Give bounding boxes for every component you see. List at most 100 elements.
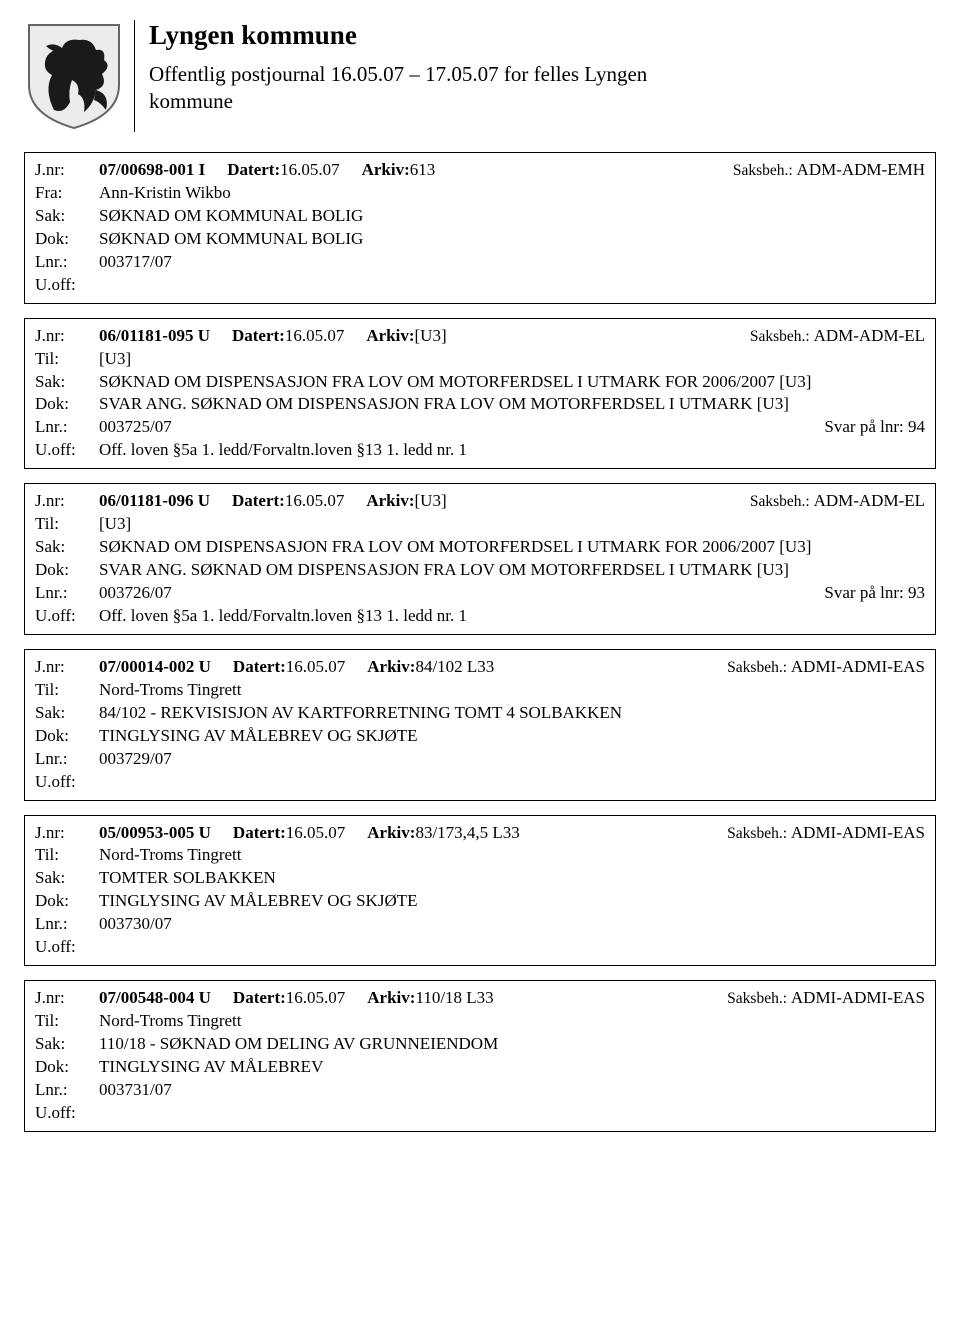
lnr-value: 003726/07 bbox=[99, 582, 172, 605]
party-label: Til: bbox=[35, 844, 99, 867]
arkiv-value: 83/173,4,5 L33 bbox=[415, 822, 519, 845]
jnr-label: J.nr: bbox=[35, 656, 99, 679]
saksbeh-label: Saksbeh.: bbox=[727, 990, 791, 1007]
dok-label: Dok: bbox=[35, 559, 99, 582]
dok-row: Dok:SØKNAD OM KOMMUNAL BOLIG bbox=[35, 228, 925, 251]
lnr-label: Lnr.: bbox=[35, 416, 99, 439]
dok-label: Dok: bbox=[35, 890, 99, 913]
saksbeh-block: Saksbeh.: ADM-ADM-EMH bbox=[733, 159, 925, 182]
coat-of-arms-icon bbox=[24, 20, 124, 130]
uoff-label: U.off: bbox=[35, 936, 99, 959]
saksbeh-label: Saksbeh.: bbox=[750, 328, 814, 345]
party-value: [U3] bbox=[99, 513, 925, 536]
arkiv-value: [U3] bbox=[415, 490, 447, 513]
lnr-row: Lnr.:003726/07Svar på lnr: 93 bbox=[35, 582, 925, 605]
party-value: [U3] bbox=[99, 348, 925, 371]
entries-container: J.nr:07/00698-001 IDatert: 16.05.07Arkiv… bbox=[24, 152, 936, 1132]
dok-row: Dok:TINGLYSING AV MÅLEBREV bbox=[35, 1056, 925, 1079]
jnr-content: 06/01181-095 UDatert: 16.05.07Arkiv: [U3… bbox=[99, 325, 925, 348]
saksbeh-block: Saksbeh.: ADM-ADM-EL bbox=[750, 490, 925, 513]
uoff-row: U.off: bbox=[35, 274, 925, 297]
datert-value: 16.05.07 bbox=[286, 822, 346, 845]
datert-value: 16.05.07 bbox=[285, 325, 345, 348]
party-row: Til:Nord-Troms Tingrett bbox=[35, 844, 925, 867]
dok-value: SVAR ANG. SØKNAD OM DISPENSASJON FRA LOV… bbox=[99, 393, 925, 416]
sak-row: Sak:SØKNAD OM DISPENSASJON FRA LOV OM MO… bbox=[35, 371, 925, 394]
party-row: Til:Nord-Troms Tingrett bbox=[35, 679, 925, 702]
saksbeh-label: Saksbeh.: bbox=[750, 493, 814, 510]
jnr-value: 06/01181-095 U bbox=[99, 325, 210, 348]
party-label: Til: bbox=[35, 513, 99, 536]
dok-label: Dok: bbox=[35, 725, 99, 748]
dok-label: Dok: bbox=[35, 393, 99, 416]
sak-row: Sak:84/102 - REKVISISJON AV KARTFORRETNI… bbox=[35, 702, 925, 725]
datert-label: Datert: bbox=[232, 325, 285, 348]
lnr-value: 003717/07 bbox=[99, 251, 172, 274]
lnr-label: Lnr.: bbox=[35, 1079, 99, 1102]
journal-entry: J.nr:05/00953-005 UDatert: 16.05.07Arkiv… bbox=[24, 815, 936, 967]
dok-value: SVAR ANG. SØKNAD OM DISPENSASJON FRA LOV… bbox=[99, 559, 925, 582]
jnr-row: J.nr:06/01181-095 UDatert: 16.05.07Arkiv… bbox=[35, 325, 925, 348]
jnr-label: J.nr: bbox=[35, 822, 99, 845]
lnr-value: 003729/07 bbox=[99, 748, 172, 771]
jnr-value: 07/00698-001 I bbox=[99, 159, 205, 182]
lnr-label: Lnr.: bbox=[35, 748, 99, 771]
jnr-value: 05/00953-005 U bbox=[99, 822, 211, 845]
saksbeh-label: Saksbeh.: bbox=[727, 659, 791, 676]
lnr-row: Lnr.:003730/07 bbox=[35, 913, 925, 936]
jnr-row: J.nr:07/00548-004 UDatert: 16.05.07Arkiv… bbox=[35, 987, 925, 1010]
party-label: Til: bbox=[35, 348, 99, 371]
uoff-value: Off. loven §5a 1. ledd/Forvaltn.loven §1… bbox=[99, 605, 925, 628]
sak-value: SØKNAD OM DISPENSASJON FRA LOV OM MOTORF… bbox=[99, 536, 925, 559]
arkiv-label: Arkiv: bbox=[362, 159, 410, 182]
saksbeh-value: ADM-ADM-EMH bbox=[797, 160, 925, 179]
sak-label: Sak: bbox=[35, 371, 99, 394]
arkiv-value: 110/18 L33 bbox=[415, 987, 493, 1010]
journal-entry: J.nr:06/01181-096 UDatert: 16.05.07Arkiv… bbox=[24, 483, 936, 635]
sak-value: TOMTER SOLBAKKEN bbox=[99, 867, 925, 890]
datert-label: Datert: bbox=[233, 822, 286, 845]
uoff-row: U.off: bbox=[35, 1102, 925, 1125]
saksbeh-block: Saksbeh.: ADMI-ADMI-EAS bbox=[727, 987, 925, 1010]
sak-value: 84/102 - REKVISISJON AV KARTFORRETNING T… bbox=[99, 702, 925, 725]
page-header: Lyngen kommune Offentlig postjournal 16.… bbox=[24, 20, 936, 132]
journal-entry: J.nr:07/00548-004 UDatert: 16.05.07Arkiv… bbox=[24, 980, 936, 1132]
uoff-label: U.off: bbox=[35, 1102, 99, 1125]
jnr-row: J.nr:06/01181-096 UDatert: 16.05.07Arkiv… bbox=[35, 490, 925, 513]
jnr-label: J.nr: bbox=[35, 987, 99, 1010]
sak-label: Sak: bbox=[35, 702, 99, 725]
lnr-note: Svar på lnr: 93 bbox=[824, 582, 925, 605]
lnr-row: Lnr.:003717/07 bbox=[35, 251, 925, 274]
saksbeh-value: ADMI-ADMI-EAS bbox=[791, 988, 925, 1007]
sak-label: Sak: bbox=[35, 536, 99, 559]
jnr-value: 07/00014-002 U bbox=[99, 656, 211, 679]
dok-label: Dok: bbox=[35, 228, 99, 251]
jnr-content: 06/01181-096 UDatert: 16.05.07Arkiv: [U3… bbox=[99, 490, 925, 513]
sak-value: SØKNAD OM KOMMUNAL BOLIG bbox=[99, 205, 925, 228]
uoff-row: U.off: bbox=[35, 936, 925, 959]
saksbeh-block: Saksbeh.: ADM-ADM-EL bbox=[750, 325, 925, 348]
sak-row: Sak:SØKNAD OM KOMMUNAL BOLIG bbox=[35, 205, 925, 228]
saksbeh-block: Saksbeh.: ADMI-ADMI-EAS bbox=[727, 822, 925, 845]
lnr-row: Lnr.:003729/07 bbox=[35, 748, 925, 771]
sak-label: Sak: bbox=[35, 867, 99, 890]
journal-entry: J.nr:07/00698-001 IDatert: 16.05.07Arkiv… bbox=[24, 152, 936, 304]
jnr-label: J.nr: bbox=[35, 325, 99, 348]
jnr-value: 07/00548-004 U bbox=[99, 987, 211, 1010]
uoff-row: U.off:Off. loven §5a 1. ledd/Forvaltn.lo… bbox=[35, 605, 925, 628]
jnr-content: 07/00698-001 IDatert: 16.05.07Arkiv: 613… bbox=[99, 159, 925, 182]
sak-row: Sak:SØKNAD OM DISPENSASJON FRA LOV OM MO… bbox=[35, 536, 925, 559]
jnr-value: 06/01181-096 U bbox=[99, 490, 210, 513]
arkiv-label: Arkiv: bbox=[367, 987, 415, 1010]
uoff-label: U.off: bbox=[35, 274, 99, 297]
arkiv-value: 613 bbox=[410, 159, 436, 182]
saksbeh-value: ADMI-ADMI-EAS bbox=[791, 823, 925, 842]
dok-value: TINGLYSING AV MÅLEBREV OG SKJØTE bbox=[99, 725, 925, 748]
uoff-label: U.off: bbox=[35, 771, 99, 794]
party-label: Fra: bbox=[35, 182, 99, 205]
party-row: Til:Nord-Troms Tingrett bbox=[35, 1010, 925, 1033]
uoff-row: U.off:Off. loven §5a 1. ledd/Forvaltn.lo… bbox=[35, 439, 925, 462]
sak-value: SØKNAD OM DISPENSASJON FRA LOV OM MOTORF… bbox=[99, 371, 925, 394]
dok-row: Dok:SVAR ANG. SØKNAD OM DISPENSASJON FRA… bbox=[35, 559, 925, 582]
datert-label: Datert: bbox=[233, 987, 286, 1010]
